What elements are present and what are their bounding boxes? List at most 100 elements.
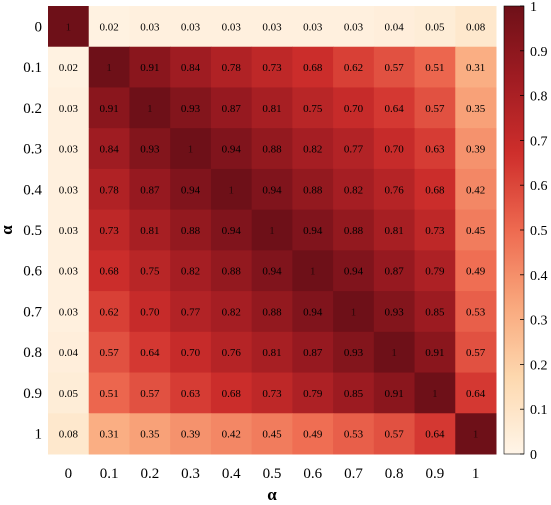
y-tick-label: 0.5 xyxy=(23,223,42,239)
cell-value-label: 0.79 xyxy=(303,388,323,400)
heatmap-cell xyxy=(210,372,253,414)
cell-value-label: 0.87 xyxy=(385,266,405,278)
y-axis-ticks: 0 0.1 0.2 0.3 0.4 0.5 0.6 0.7 0.8 0.9 1 xyxy=(23,19,42,442)
heatmap-cell xyxy=(292,291,334,333)
heatmap-cell xyxy=(251,46,293,88)
cell-value-label: 0.93 xyxy=(181,103,201,115)
cell-value-label: 1 xyxy=(351,306,357,318)
y-tick-label: 0.3 xyxy=(23,142,42,158)
heatmap-cell xyxy=(373,87,416,129)
colorbar-tick-label: 0.7 xyxy=(530,134,548,149)
heatmap-cell xyxy=(210,128,253,170)
cell-value-label: 0.91 xyxy=(385,388,404,400)
cell-value-label: 0.02 xyxy=(59,62,78,74)
heatmap-cell xyxy=(251,168,293,211)
heatmap-cell xyxy=(210,331,253,374)
cell-value-label: 0.64 xyxy=(140,347,160,359)
heatmap-cell xyxy=(210,291,253,333)
heatmap-cell xyxy=(251,372,293,414)
colorbar-tick-label: 0.9 xyxy=(530,45,548,60)
cell-value-label: 0.87 xyxy=(222,103,242,115)
cell-value-label: 0.04 xyxy=(59,347,79,359)
heatmap-cell xyxy=(292,46,334,88)
cell-value-label: 0.70 xyxy=(140,306,160,318)
cell-value-label: 0.35 xyxy=(140,429,160,441)
heatmap-cell xyxy=(48,372,90,414)
heatmap-cell xyxy=(88,209,130,251)
heatmap-cell xyxy=(48,209,90,251)
cell-value-label: 0.82 xyxy=(303,144,322,156)
y-tick-label: 0.9 xyxy=(23,386,42,402)
heatmap-cell xyxy=(170,331,212,374)
heatmap-cell xyxy=(210,209,253,251)
cell-value-label: 0.94 xyxy=(262,184,282,196)
cell-value-label: 1 xyxy=(473,429,479,441)
heatmap-cell xyxy=(170,46,212,88)
cell-value-label: 0.85 xyxy=(344,388,364,400)
cell-value-label: 0.70 xyxy=(344,103,364,115)
cell-value-label: 0.35 xyxy=(466,103,486,115)
cell-value-label: 0.79 xyxy=(425,266,445,278)
cell-value-label: 0.49 xyxy=(303,429,323,441)
cell-value-label: 0.57 xyxy=(385,429,405,441)
cell-value-label: 0.03 xyxy=(59,306,79,318)
cell-value-label: 0.85 xyxy=(425,306,445,318)
heatmap-cell xyxy=(48,413,90,455)
heatmap-cell xyxy=(170,250,212,292)
cell-value-label: 0.03 xyxy=(262,21,282,33)
x-tick-label: 0 xyxy=(65,466,73,482)
heatmap-cell xyxy=(88,413,130,455)
cell-value-label: 0.39 xyxy=(466,144,486,156)
cell-value-label: 0.91 xyxy=(140,62,159,74)
heatmap-cell xyxy=(129,372,171,414)
heatmap-cell xyxy=(48,128,90,170)
heatmap-cell xyxy=(251,209,293,251)
y-tick-label: 0.6 xyxy=(23,264,42,280)
heatmap-cell xyxy=(455,291,497,333)
cell-value-label: 1 xyxy=(391,347,397,359)
heatmap-cell xyxy=(373,331,416,374)
cell-value-label: 0.88 xyxy=(262,306,282,318)
heatmap-cell xyxy=(414,168,456,211)
cell-value-label: 0.42 xyxy=(466,184,485,196)
heatmap-cell xyxy=(88,87,130,129)
cell-value-label: 0.05 xyxy=(59,388,79,400)
heatmap-cell xyxy=(88,128,130,170)
heatmap-cell xyxy=(292,209,334,251)
cell-value-label: 0.53 xyxy=(466,306,486,318)
heatmap-cell xyxy=(373,291,416,333)
heatmap-cell xyxy=(333,209,375,251)
cell-value-label: 0.62 xyxy=(99,306,118,318)
heatmap-cell xyxy=(455,168,497,211)
heatmap-cell xyxy=(373,6,416,48)
cell-value-label: 0.70 xyxy=(385,144,405,156)
cell-value-label: 0.93 xyxy=(140,144,160,156)
cell-value-label: 0.73 xyxy=(262,388,282,400)
heatmap-cell xyxy=(129,87,171,129)
cell-value-label: 0.76 xyxy=(385,184,405,196)
colorbar-tick-label: 0.8 xyxy=(530,90,548,105)
heatmap-cell xyxy=(373,46,416,88)
heatmap-cell xyxy=(129,46,171,88)
cell-value-label: 1 xyxy=(66,21,72,33)
heatmap-cell xyxy=(455,46,497,88)
y-tick-label: 0.1 xyxy=(23,60,42,76)
cell-value-label: 0.68 xyxy=(425,184,445,196)
heatmap-cell xyxy=(210,413,253,455)
cell-value-label: 0.73 xyxy=(99,225,119,237)
heatmap-cell xyxy=(170,168,212,211)
cell-value-label: 1 xyxy=(229,184,235,196)
heatmap-cell xyxy=(48,250,90,292)
cell-value-label: 0.42 xyxy=(222,429,241,441)
cell-value-label: 0.04 xyxy=(385,21,405,33)
heatmap-cell xyxy=(48,331,90,374)
x-tick-label: 0.9 xyxy=(426,466,445,482)
cell-value-label: 0.57 xyxy=(99,347,119,359)
heatmap-cell xyxy=(414,46,456,88)
heatmap-cell xyxy=(88,250,130,292)
heatmap-cell xyxy=(292,331,334,374)
cell-value-label: 0.45 xyxy=(262,429,282,441)
cell-value-label: 0.64 xyxy=(466,388,486,400)
cell-value-label: 0.77 xyxy=(181,306,201,318)
